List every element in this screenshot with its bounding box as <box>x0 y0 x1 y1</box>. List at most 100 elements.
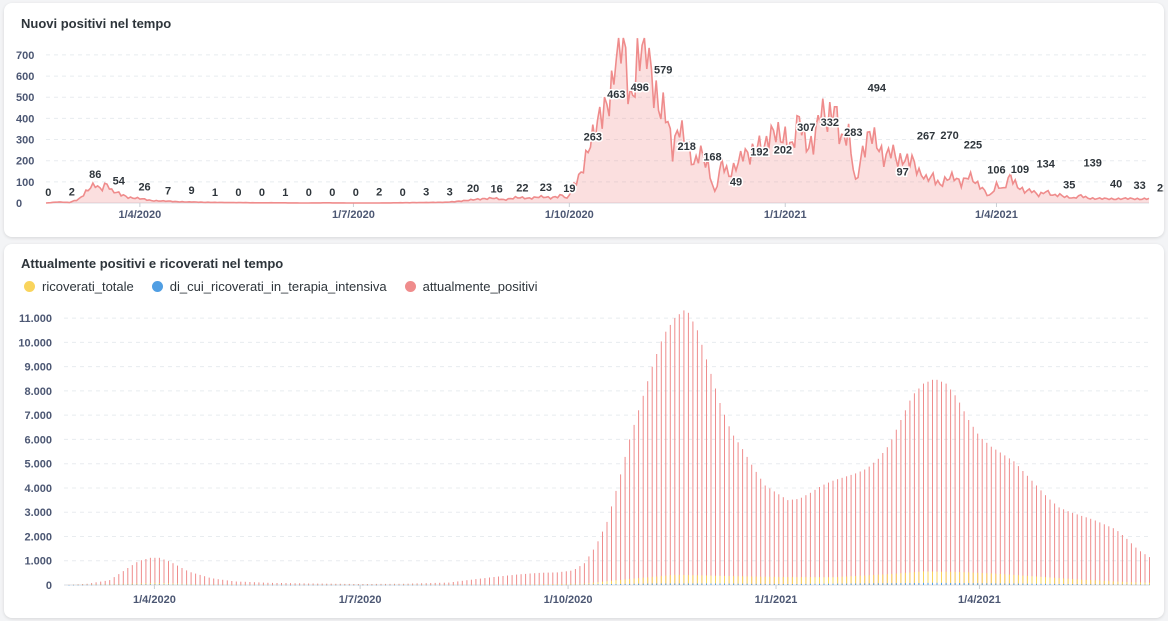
bar <box>787 584 789 585</box>
bar <box>371 584 373 585</box>
bar <box>746 583 748 585</box>
chart-title[interactable]: Attualmente positivi e ricoverati nel te… <box>21 256 284 271</box>
bar <box>543 584 545 585</box>
bar <box>443 582 445 585</box>
bar <box>502 584 504 586</box>
bar <box>1040 490 1042 585</box>
bar <box>642 395 644 585</box>
bar <box>574 584 576 586</box>
bar <box>258 584 260 586</box>
bar <box>145 583 147 585</box>
bar <box>335 584 337 586</box>
bar <box>769 583 771 585</box>
bar <box>561 584 563 586</box>
data-label: 202 <box>774 144 792 156</box>
bar <box>782 497 784 585</box>
bar <box>977 572 979 585</box>
bar <box>728 583 730 585</box>
bar <box>1008 583 1010 585</box>
y-tick-label: 8.000 <box>24 386 52 398</box>
bar <box>972 572 974 585</box>
bar <box>859 583 861 585</box>
data-label: 225 <box>964 139 982 151</box>
bar <box>968 420 970 585</box>
bar <box>525 584 527 585</box>
bar <box>195 584 197 585</box>
legend-item-ricoverati-totale[interactable]: ricoverati_totale <box>24 279 134 294</box>
bar <box>796 499 798 585</box>
bar <box>782 584 784 585</box>
bar <box>290 585 291 586</box>
y-tick-label: 0 <box>16 198 22 210</box>
bar <box>285 583 287 585</box>
bar <box>394 583 395 585</box>
bar <box>895 429 897 585</box>
chart-card-nuovi-positivi: Nuovi positivi nel tempo 0 100 200 300 400 50… <box>4 3 1164 237</box>
bar <box>407 584 409 586</box>
bar <box>918 388 920 585</box>
bar <box>800 497 802 585</box>
bar <box>841 477 843 585</box>
bar <box>570 583 572 585</box>
bar <box>131 565 133 585</box>
bar <box>1022 583 1024 585</box>
bar <box>755 576 757 585</box>
legend-item-attualmente-positivi[interactable]: attualmente_positivi <box>404 279 538 294</box>
bar <box>416 584 418 586</box>
x-tick-label: 1/7/2020 <box>332 209 375 221</box>
bar <box>696 330 698 585</box>
bar <box>633 578 635 585</box>
bar <box>791 584 793 585</box>
bar <box>651 576 653 585</box>
bar <box>1144 554 1146 585</box>
bar <box>511 584 513 585</box>
bar <box>82 584 84 586</box>
bar <box>855 576 857 585</box>
bar <box>1149 557 1150 585</box>
bar <box>136 584 138 585</box>
bar <box>466 584 468 586</box>
bar <box>122 571 124 585</box>
bar <box>1099 522 1101 585</box>
bar <box>633 583 635 585</box>
bar <box>656 354 658 585</box>
legend-item-terapia-intensiva[interactable]: di_cui_ricoverati_in_terapia_intensiva <box>151 279 387 294</box>
bar <box>715 388 716 585</box>
bar <box>751 464 753 585</box>
bar <box>1090 584 1092 585</box>
bar <box>127 568 129 585</box>
bar <box>742 449 744 585</box>
data-label: 0 <box>329 187 335 199</box>
bar <box>895 583 897 585</box>
bar <box>190 584 192 586</box>
bar <box>489 577 490 585</box>
bar <box>1126 584 1128 585</box>
bar <box>1090 518 1092 585</box>
chart-title[interactable]: Nuovi positivi nel tempo <box>21 16 172 31</box>
bar <box>742 576 744 585</box>
bar <box>588 583 590 585</box>
x-tick-label: 1/4/2020 <box>118 209 161 221</box>
bar <box>1112 528 1114 585</box>
bar <box>281 584 282 586</box>
bar <box>73 584 74 585</box>
bar <box>615 490 617 585</box>
bar <box>1040 583 1042 585</box>
bar <box>1036 583 1037 585</box>
bar <box>357 584 359 586</box>
bar <box>579 584 581 586</box>
series-ricoverati_totale <box>68 571 1150 586</box>
bar <box>696 583 698 585</box>
bar <box>638 583 640 585</box>
bar <box>886 447 888 585</box>
bar <box>1108 581 1110 585</box>
bar <box>945 571 947 585</box>
bar <box>140 584 142 585</box>
bar <box>696 575 698 585</box>
bar <box>823 484 825 585</box>
bar <box>995 573 997 585</box>
bar <box>547 584 549 585</box>
bar <box>665 575 667 585</box>
bar <box>484 584 486 586</box>
bar <box>267 582 269 585</box>
